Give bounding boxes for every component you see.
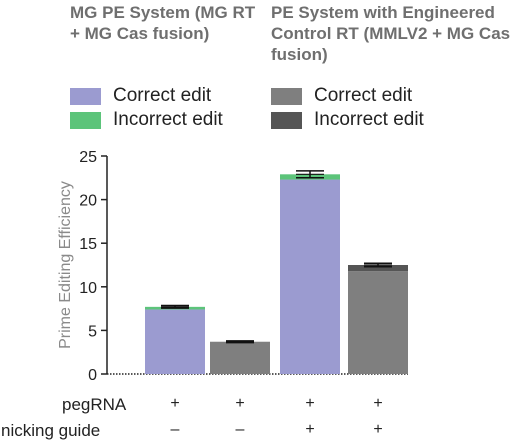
bar-2-correct	[210, 341, 270, 374]
y-tick-label-2: 10	[79, 280, 97, 297]
legend-swatch-mg-correct	[70, 88, 101, 105]
group-title-mg-pe-system: MG PE System (MG RT + MG Cas fusion)	[70, 3, 256, 43]
legend-label-mg-correct: Correct edit	[113, 85, 212, 106]
legend-label-mg-incorrect: Incorrect edit	[113, 109, 223, 130]
y-tick-label-0: 0	[88, 367, 97, 384]
condition-label-nicking-guide: nicking guide	[1, 421, 100, 440]
condition-label-pegRNA: pegRNA	[62, 395, 127, 414]
legend-label-control-incorrect: Incorrect edit	[314, 109, 424, 130]
y-tick-label-4: 20	[79, 193, 97, 210]
group-title-control-pe-system: PE System with Engineered Control RT (MM…	[271, 3, 511, 64]
condition-pegRNA-bar-1: +	[170, 395, 179, 412]
legend-swatch-control-correct	[271, 88, 302, 105]
legend-swatch-control-incorrect	[271, 112, 302, 129]
legend-label-control-correct: Correct edit	[314, 85, 413, 106]
condition-nicking-guide-bar-3: +	[305, 421, 314, 438]
y-axis-label: Prime Editing Efficiency	[57, 181, 74, 349]
condition-pegRNA-bar-2: +	[235, 395, 244, 412]
bar-3-correct	[280, 179, 340, 374]
condition-nicking-guide-bar-4: +	[373, 421, 382, 438]
condition-nicking-guide-bar-1: –	[171, 421, 180, 438]
condition-nicking-guide-bar-2: –	[236, 421, 245, 438]
condition-pegRNA-bar-4: +	[373, 395, 382, 412]
legend-swatch-mg-incorrect	[70, 112, 101, 129]
bar-1-correct	[145, 309, 205, 374]
y-tick-label-1: 5	[88, 323, 97, 340]
y-tick-label-3: 15	[79, 236, 97, 253]
y-tick-label-5: 25	[79, 149, 97, 166]
condition-pegRNA-bar-3: +	[305, 395, 314, 412]
bar-4-incorrect	[348, 265, 408, 272]
bar-4-correct	[348, 271, 408, 374]
